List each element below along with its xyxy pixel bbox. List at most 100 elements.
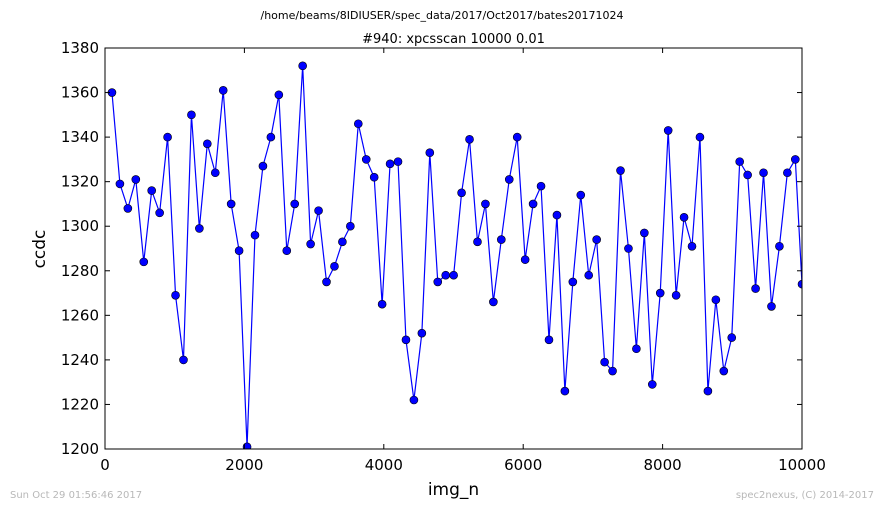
data-point	[290, 199, 300, 209]
y-tick-label: 1200	[61, 440, 99, 458]
figure-suptitle: /home/beams/8IDIUSER/spec_data/2017/Oct2…	[261, 9, 624, 22]
data-point	[393, 157, 403, 166]
data-point	[346, 221, 355, 231]
x-tick-label: 4000	[365, 456, 403, 474]
x-tick-label: 0	[100, 456, 110, 474]
plot-frame	[104, 47, 803, 450]
data-point	[361, 155, 371, 164]
x-tick-label: 8000	[644, 456, 682, 474]
data-point	[568, 277, 578, 287]
data-point	[560, 386, 570, 396]
data-point	[298, 61, 307, 71]
data-point	[703, 386, 713, 396]
data-point	[465, 135, 474, 144]
data-point	[218, 86, 228, 95]
data-point	[791, 155, 800, 164]
data-point	[727, 333, 737, 342]
data-point	[576, 190, 586, 200]
data-point	[489, 297, 498, 307]
data-point	[250, 230, 260, 240]
y-tick-label: 1240	[61, 351, 99, 369]
data-point	[751, 284, 760, 293]
data-point	[123, 204, 133, 213]
data-point	[449, 270, 458, 280]
data-point	[775, 241, 784, 251]
data-point	[155, 208, 164, 218]
data-point	[592, 235, 601, 244]
data-point	[282, 246, 292, 256]
data-point	[512, 132, 522, 142]
x-tick-label: 2000	[225, 456, 263, 474]
x-axis-label: img_n	[428, 480, 479, 500]
data-point	[409, 395, 419, 405]
data-point	[441, 270, 450, 280]
data-point	[369, 172, 379, 182]
y-tick-label: 1340	[61, 128, 99, 146]
data-point	[679, 213, 689, 222]
data-point	[425, 148, 435, 158]
data-point	[624, 244, 633, 253]
data-point	[735, 157, 744, 166]
data-point	[234, 246, 244, 256]
data-point	[719, 366, 729, 376]
data-point	[655, 288, 665, 298]
data-point	[115, 179, 125, 189]
data-point	[743, 170, 752, 180]
data-point	[187, 110, 196, 120]
y-tick-label: 1280	[61, 262, 99, 280]
data-point	[584, 270, 594, 280]
plot-area: 0 2000 4000 6000 8000 10000 1200 1220 1240 1260 12…	[61, 39, 826, 474]
data-point	[139, 257, 149, 267]
data-point	[258, 161, 268, 171]
data-point	[353, 119, 363, 129]
data-point	[274, 90, 284, 100]
data-point	[711, 295, 721, 305]
data-point	[306, 239, 315, 249]
x-tick-label: 10000	[778, 456, 826, 474]
data-point	[608, 366, 617, 376]
y-tick-label: 1260	[61, 306, 99, 324]
data-point	[797, 279, 802, 289]
data-point	[497, 235, 506, 244]
data-point	[147, 186, 156, 195]
data-point	[210, 168, 220, 178]
y-tick-label: 1360	[61, 84, 99, 102]
data-point	[377, 299, 387, 309]
data-point	[131, 175, 141, 184]
data-point	[203, 139, 212, 149]
series-line	[111, 65, 802, 447]
data-point	[417, 328, 427, 338]
data-point	[600, 357, 609, 367]
y-tick-label: 1320	[61, 173, 99, 191]
data-point	[616, 166, 625, 175]
data-point	[767, 302, 776, 311]
y-tick-label: 1220	[61, 395, 99, 413]
y-tick-label: 1300	[61, 217, 99, 235]
data-point	[481, 199, 490, 209]
data-point	[266, 132, 276, 142]
data-point	[330, 262, 339, 271]
data-point	[783, 168, 792, 178]
data-point	[552, 210, 562, 220]
data-point	[314, 206, 323, 215]
data-point	[536, 181, 546, 191]
data-point	[647, 380, 657, 389]
data-point	[385, 159, 395, 169]
y-tick-label: 1380	[61, 39, 99, 57]
data-point	[759, 168, 768, 178]
data-point	[528, 199, 538, 209]
data-point	[457, 188, 466, 198]
data-point	[242, 442, 252, 449]
data-point	[520, 255, 530, 264]
data-point	[195, 224, 204, 233]
data-point	[640, 228, 649, 238]
data-point	[338, 237, 347, 247]
data-point	[179, 355, 188, 365]
data-point	[433, 277, 443, 287]
y-axis-label: ccdc	[30, 230, 50, 269]
series-group	[107, 61, 802, 449]
data-point	[163, 132, 172, 142]
data-point	[687, 241, 697, 251]
